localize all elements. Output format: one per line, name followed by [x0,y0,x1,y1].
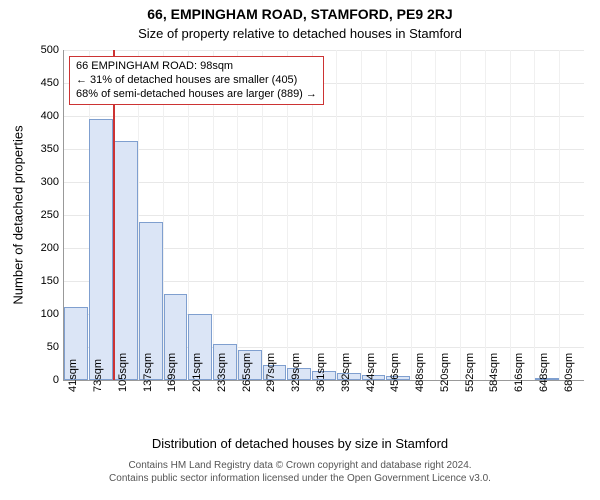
info-box-line3: 68% of semi-detached houses are larger (… [76,88,317,102]
y-tick-label: 350 [27,143,59,155]
vgridline [386,50,387,380]
histogram-bar [114,141,138,380]
gridline [64,149,584,150]
gridline [64,182,584,183]
y-tick-label: 50 [27,341,59,353]
gridline [64,50,584,51]
vgridline [361,50,362,380]
gridline [64,215,584,216]
info-box: 66 EMPINGHAM ROAD: 98sqm ← 31% of detach… [69,56,324,105]
footer-text: Contains HM Land Registry data © Crown c… [0,460,600,485]
chart-title-main: 66, EMPINGHAM ROAD, STAMFORD, PE9 2RJ [0,6,600,22]
vgridline [559,50,560,380]
y-tick-label: 500 [27,44,59,56]
gridline [64,116,584,117]
y-tick-label: 450 [27,77,59,89]
y-tick-label: 300 [27,176,59,188]
info-box-line2: ← 31% of detached houses are smaller (40… [76,74,317,88]
y-tick-label: 150 [27,275,59,287]
y-axis-label: Number of detached properties [11,125,26,304]
y-tick-label: 400 [27,110,59,122]
vgridline [435,50,436,380]
chart-title-sub: Size of property relative to detached ho… [0,26,600,41]
y-tick-label: 100 [27,308,59,320]
vgridline [534,50,535,380]
x-axis-label: Distribution of detached houses by size … [0,436,600,451]
y-tick-label: 200 [27,242,59,254]
chart-container: { "title_main": "66, EMPINGHAM ROAD, STA… [0,0,600,500]
vgridline [336,50,337,380]
info-box-line1: 66 EMPINGHAM ROAD: 98sqm [76,60,317,74]
histogram-bar [89,119,113,380]
footer-line2: Contains public sector information licen… [0,473,600,486]
vgridline [411,50,412,380]
vgridline [460,50,461,380]
y-tick-label: 250 [27,209,59,221]
vgridline [485,50,486,380]
y-tick-label: 0 [27,374,59,386]
footer-line1: Contains HM Land Registry data © Crown c… [0,460,600,473]
vgridline [510,50,511,380]
